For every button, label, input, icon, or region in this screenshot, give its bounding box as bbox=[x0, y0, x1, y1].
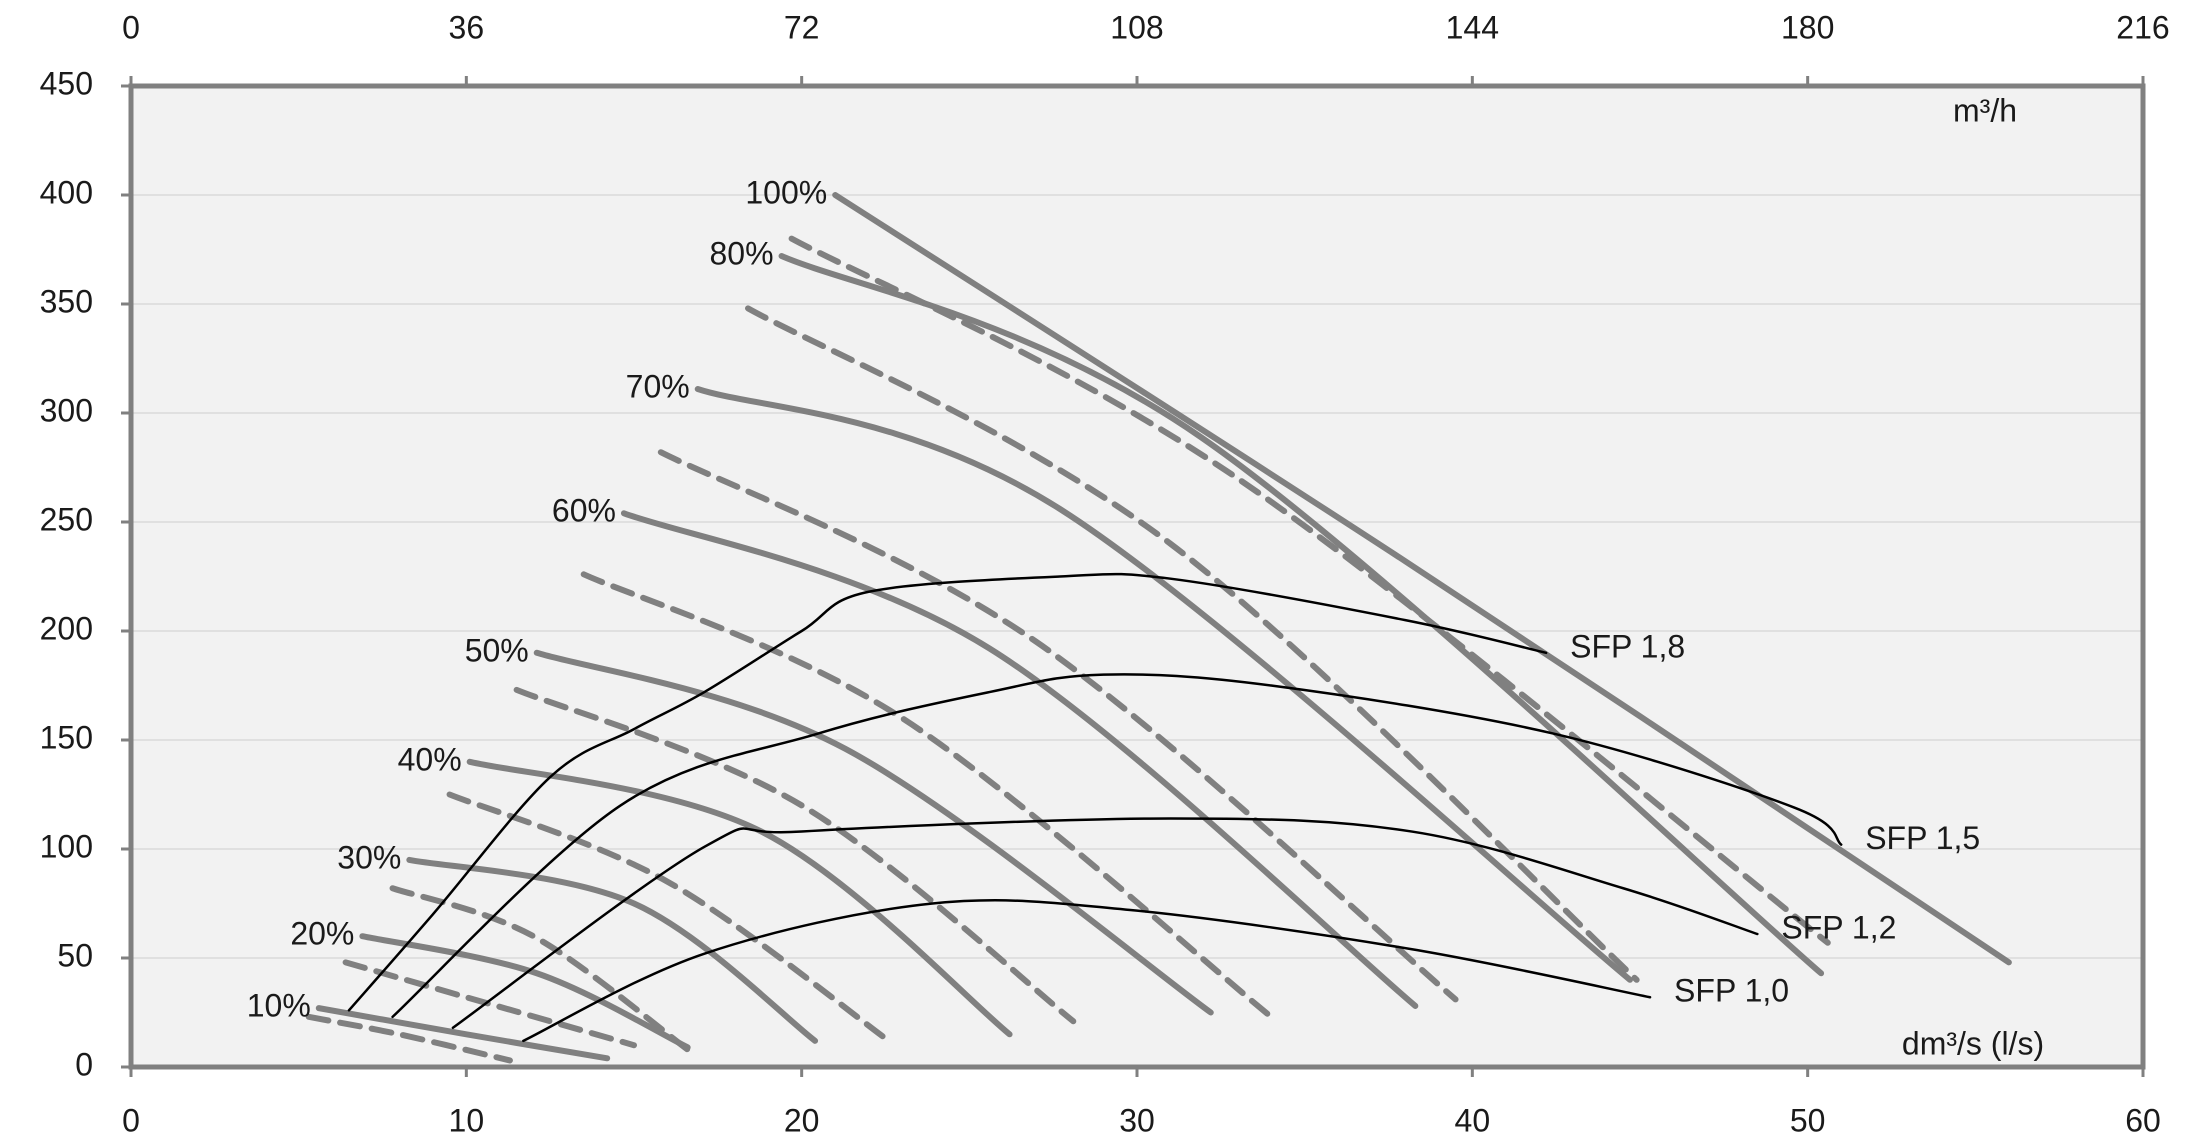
sfp-label: SFP 1,2 bbox=[1781, 909, 1896, 945]
fan-curve bbox=[315, 1005, 611, 1062]
fan-curve bbox=[580, 571, 1275, 1020]
fan-curve bbox=[694, 386, 1633, 983]
curve-label: 40% bbox=[398, 741, 462, 777]
y-tick-label: 50 bbox=[57, 937, 93, 973]
x-axis-unit: dm³/s (l/s) bbox=[1902, 1025, 2044, 1061]
y-tick-label: 200 bbox=[40, 610, 93, 646]
fan-curve bbox=[406, 856, 819, 1044]
y-tick-label: 250 bbox=[40, 501, 93, 537]
sfp-label: SFP 1,8 bbox=[1570, 628, 1685, 664]
y-tick-label: 400 bbox=[40, 174, 93, 210]
curve-label: 50% bbox=[465, 632, 529, 668]
curve-label: 80% bbox=[709, 235, 773, 271]
fan-curve bbox=[446, 791, 892, 1044]
y-tick-label: 450 bbox=[40, 65, 93, 101]
x-tick-label: 0 bbox=[122, 1102, 140, 1138]
x-tick-label: 50 bbox=[1790, 1102, 1826, 1138]
fan-curve bbox=[745, 305, 1640, 983]
fan-curve bbox=[359, 933, 691, 1051]
x2-tick-label: 144 bbox=[1446, 9, 1499, 45]
sfp-curve bbox=[451, 817, 1759, 1030]
fan-curve bbox=[778, 253, 1825, 977]
fan-curve bbox=[513, 686, 1077, 1025]
x-tick-label: 10 bbox=[449, 1102, 485, 1138]
fan-curve bbox=[389, 885, 691, 1053]
sfp-curve bbox=[391, 673, 1843, 1019]
sfp-curve bbox=[522, 899, 1652, 1043]
x2-tick-label: 108 bbox=[1110, 9, 1163, 45]
fan-curve bbox=[657, 449, 1459, 1003]
y-tick-label: 0 bbox=[75, 1046, 93, 1082]
x2-tick-label: 216 bbox=[2116, 9, 2169, 45]
fan-curve bbox=[832, 192, 2012, 966]
curve-label: 60% bbox=[552, 493, 616, 529]
fan-curve bbox=[342, 959, 637, 1049]
x-tick-label: 30 bbox=[1119, 1102, 1155, 1138]
fan-curve bbox=[788, 235, 1831, 946]
plot-border bbox=[128, 83, 2146, 1070]
labels: m³/h dm³/s (l/s) 05010015020025030035040… bbox=[40, 9, 2170, 1138]
x2-tick-label: 36 bbox=[449, 9, 485, 45]
x2-axis-unit: m³/h bbox=[1953, 92, 2017, 128]
sfp-curve bbox=[347, 572, 1548, 1012]
curve-label: 10% bbox=[247, 988, 311, 1024]
fan-curve bbox=[620, 510, 1419, 1009]
curve-label: 100% bbox=[745, 174, 827, 210]
curve-label: 70% bbox=[626, 368, 690, 404]
x2-tick-label: 0 bbox=[122, 9, 140, 45]
sfp-label: SFP 1,5 bbox=[1865, 820, 1980, 856]
curve-label: 30% bbox=[337, 839, 401, 875]
curves bbox=[305, 192, 2012, 1064]
y-tick-label: 300 bbox=[40, 392, 93, 428]
x2-tick-label: 180 bbox=[1781, 9, 1834, 45]
sfp-label: SFP 1,0 bbox=[1674, 973, 1789, 1009]
y-tick-label: 150 bbox=[40, 719, 93, 755]
fan-curve bbox=[533, 649, 1214, 1016]
x-tick-label: 40 bbox=[1455, 1102, 1491, 1138]
fan-curve bbox=[305, 1013, 513, 1064]
curve-label: 20% bbox=[290, 916, 354, 952]
x2-tick-label: 72 bbox=[784, 9, 820, 45]
y-tick-label: 100 bbox=[40, 828, 93, 864]
x-tick-label: 20 bbox=[784, 1102, 820, 1138]
y-tick-label: 350 bbox=[40, 283, 93, 319]
x-tick-label: 60 bbox=[2125, 1102, 2161, 1138]
